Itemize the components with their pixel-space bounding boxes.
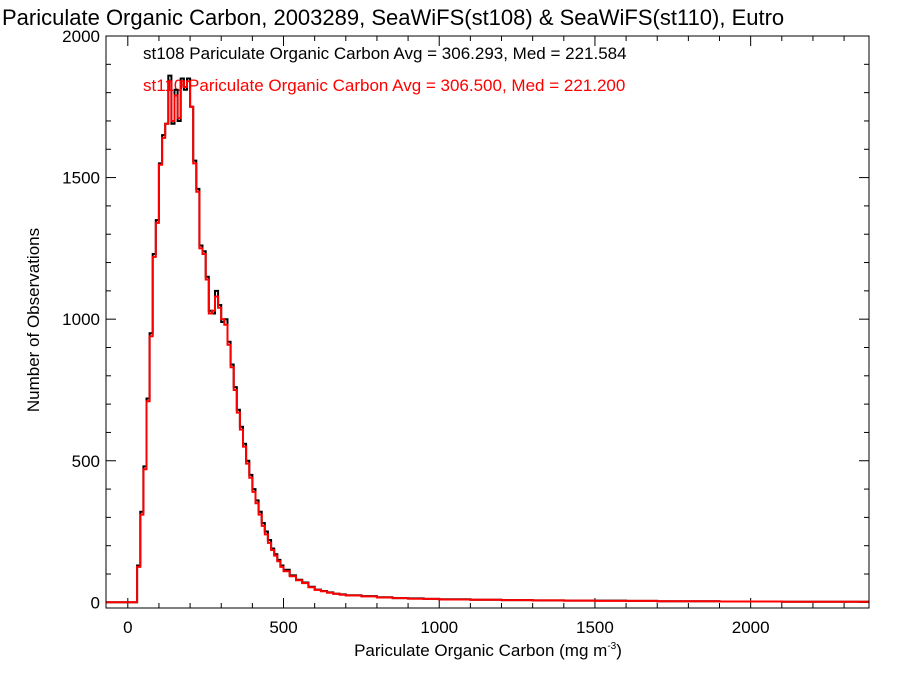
y-tick-label: 1500 <box>62 169 100 188</box>
x-tick-label: 1500 <box>576 618 614 637</box>
y-tick-label: 2000 <box>62 27 100 46</box>
x-tick-label: 2000 <box>732 618 770 637</box>
y-tick-label: 1000 <box>62 310 100 329</box>
chart-title: Pariculate Organic Carbon, 2003289, SeaW… <box>2 5 784 30</box>
legend-entry-st110: st110 Pariculate Organic Carbon Avg = 30… <box>143 76 625 95</box>
x-axis-label-text: Pariculate Organic Carbon (mg m <box>354 641 607 660</box>
plot-frame <box>105 35 870 609</box>
legend-entry-st108: st108 Pariculate Organic Carbon Avg = 30… <box>143 44 627 63</box>
y-tick-label: 500 <box>72 452 100 471</box>
axis-ticks: 0 500 1000 1500 2000 0 500 1000 1500 2000 <box>62 27 869 637</box>
y-axis-label: Number of Observations <box>24 228 43 412</box>
x-tick-label: 1000 <box>420 618 458 637</box>
series-lines <box>106 74 869 604</box>
series-line-st108 <box>106 74 869 604</box>
x-axis-label-superscript: -3 <box>607 641 616 652</box>
series-line-st110 <box>106 80 869 604</box>
y-tick-label: 0 <box>91 593 100 612</box>
x-axis-label: Pariculate Organic Carbon (mg m-3) <box>354 641 622 660</box>
x-tick-label: 0 <box>123 618 132 637</box>
x-tick-label: 500 <box>269 618 297 637</box>
x-axis-label-close: ) <box>616 641 622 660</box>
